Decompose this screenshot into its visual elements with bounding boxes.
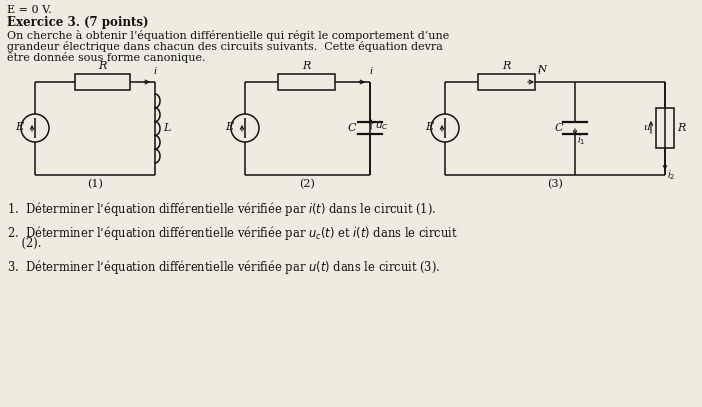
Text: R: R	[502, 61, 510, 71]
Text: R: R	[98, 61, 106, 71]
Text: E: E	[425, 122, 433, 132]
Text: $u_C$: $u_C$	[375, 120, 389, 132]
Text: R: R	[302, 61, 310, 71]
Text: $i_1$: $i_1$	[577, 133, 585, 147]
Circle shape	[431, 114, 459, 142]
Text: On cherche à obtenir l’équation différentielle qui régit le comportement d’une: On cherche à obtenir l’équation différen…	[7, 30, 449, 41]
Text: 3.  Déterminer l’équation différentielle vérifiée par $u(t)$ dans le circuit (3): 3. Déterminer l’équation différentielle …	[7, 258, 440, 276]
Bar	[278, 74, 335, 90]
Bar	[478, 74, 535, 90]
Bar	[75, 74, 130, 90]
Text: L: L	[163, 123, 171, 133]
Text: 1.  Déterminer l’équation différentielle vérifiée par $i(t)$ dans le circuit (1): 1. Déterminer l’équation différentielle …	[7, 200, 436, 218]
Text: (3): (3)	[547, 179, 563, 189]
Text: u: u	[643, 123, 649, 133]
Text: Exercice 3. (7 points): Exercice 3. (7 points)	[7, 16, 149, 29]
Text: grandeur électrique dans chacun des circuits suivants.  Cette équation devra: grandeur électrique dans chacun des circ…	[7, 41, 443, 52]
Text: i: i	[369, 67, 372, 76]
Text: N: N	[537, 65, 546, 74]
Text: $i_2$: $i_2$	[667, 168, 675, 182]
Text: i: i	[538, 67, 541, 76]
Text: C: C	[348, 123, 357, 133]
Text: i: i	[154, 67, 157, 76]
Text: (2): (2)	[299, 179, 315, 189]
Text: E: E	[225, 122, 233, 132]
Text: être donnée sous forme canonique.: être donnée sous forme canonique.	[7, 52, 206, 63]
Text: E = 0 V.: E = 0 V.	[7, 5, 52, 15]
Text: E: E	[15, 122, 23, 132]
Circle shape	[231, 114, 259, 142]
Bar	[656, 108, 674, 148]
Text: 2.  Déterminer l’équation différentielle vérifiée par $u_c(t)$ et $i(t)$ dans le: 2. Déterminer l’équation différentielle …	[7, 224, 458, 242]
Text: (1): (1)	[87, 179, 103, 189]
Circle shape	[21, 114, 49, 142]
Text: (2).: (2).	[7, 237, 41, 250]
Text: R: R	[677, 123, 685, 133]
Text: C: C	[555, 123, 564, 133]
